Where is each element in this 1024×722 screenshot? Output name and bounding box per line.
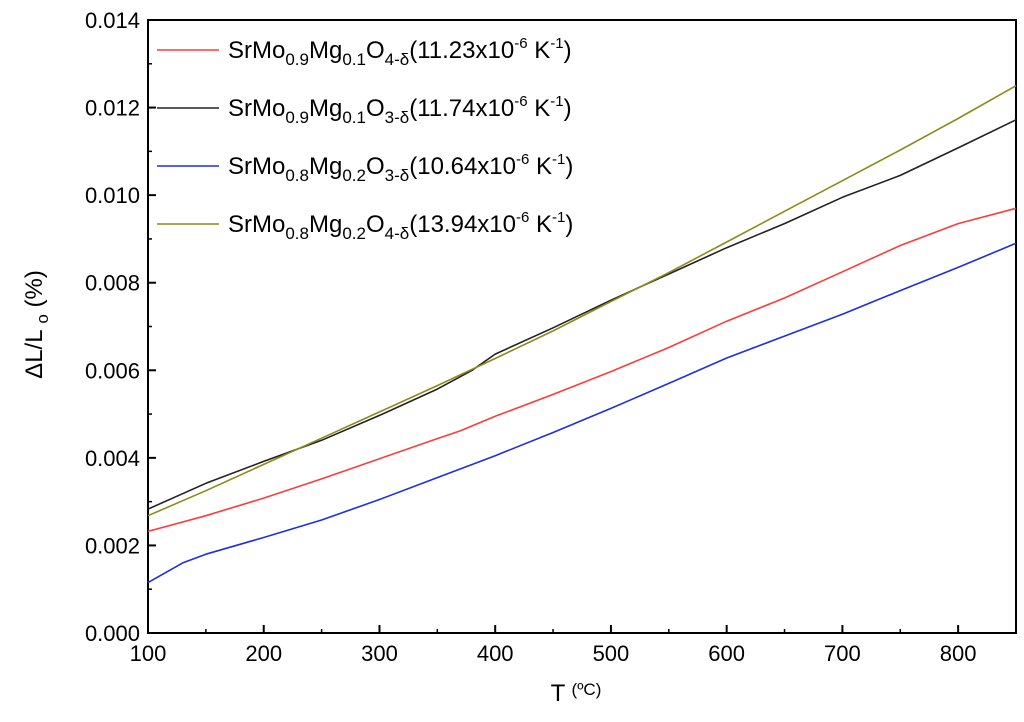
y-tick-label: 0.008 xyxy=(85,271,140,296)
legend-text-part: -1 xyxy=(552,151,565,168)
legend-text-part: ) xyxy=(564,95,572,122)
legend-text-part: 0.2 xyxy=(342,166,366,185)
legend-text-part: Mg xyxy=(309,211,342,238)
legend-text-part: 0.9 xyxy=(285,108,309,127)
legend-text-part: K xyxy=(529,153,552,180)
legend-text-part: ) xyxy=(565,211,573,238)
x-tick-label: 500 xyxy=(593,641,630,666)
y-tick-label: 0.000 xyxy=(85,621,140,646)
legend-text-part: SrMo xyxy=(228,95,285,122)
y-tick-label: 0.014 xyxy=(85,8,140,33)
legend-text-part: 0.1 xyxy=(342,50,366,69)
legend-text-part: 0.8 xyxy=(285,166,309,185)
x-tick-label: 300 xyxy=(361,641,398,666)
legend-text-part: ) xyxy=(565,153,573,180)
y-tick-label: 0.002 xyxy=(85,533,140,558)
legend-text-part: (10.64x10 xyxy=(409,153,516,180)
legend-entry-2: SrMo0.9Mg0.1O3-δ(11.74x10-6 K-1) xyxy=(228,93,572,127)
legend-text-part: Mg xyxy=(309,37,342,64)
legend-text-part: O xyxy=(366,37,385,64)
legend-text-part: 0.9 xyxy=(285,50,309,69)
legend-text-part: -6 xyxy=(516,209,529,226)
legend-text-part: 0.8 xyxy=(285,224,309,243)
series-line-3 xyxy=(147,242,1017,584)
legend-text-part: (11.23x10 xyxy=(409,37,514,64)
legend-text-part: K xyxy=(528,95,551,122)
legend-text-part: K xyxy=(528,37,551,64)
x-tick-label: 600 xyxy=(708,641,745,666)
legend-text-part: ) xyxy=(564,37,572,64)
x-tick-label: 800 xyxy=(940,641,977,666)
y-axis-subscript: o xyxy=(33,314,52,323)
legend-text-part: (13.94x10 xyxy=(409,211,516,238)
legend-text-part: 4-δ xyxy=(385,224,410,243)
legend-text-part: SrMo xyxy=(228,153,285,180)
legend-text-part: 0.2 xyxy=(342,224,366,243)
y-tick-label: 0.010 xyxy=(85,183,140,208)
legend-text-part: -1 xyxy=(550,93,563,110)
legend-text-part: SrMo xyxy=(228,211,285,238)
series-line-4 xyxy=(147,85,1017,517)
legend-text-part: 0.1 xyxy=(342,108,366,127)
legend-entry-4: SrMo0.8Mg0.2O4-δ(13.94x10-6 K-1) xyxy=(228,209,573,243)
legend-text-part: Mg xyxy=(309,95,342,122)
legend-text-part: Mg xyxy=(309,153,342,180)
x-tick-label: 400 xyxy=(477,641,514,666)
legend-text-part: -1 xyxy=(550,35,563,52)
y-axis-label: ΔL/L xyxy=(21,330,48,379)
y-tick-label: 0.006 xyxy=(85,358,140,383)
x-tick-label: 200 xyxy=(245,641,282,666)
legend-text-part: (11.74x10 xyxy=(409,95,514,122)
legend-text-part: K xyxy=(529,211,552,238)
x-axis-label: T xyxy=(551,680,566,707)
legend-text-part: 3-δ xyxy=(385,108,410,127)
ticks-layer: 100 200 300 400 500 600 700 800 0.000 0.002 0.004 0… xyxy=(85,8,977,666)
legend-text-part: -6 xyxy=(514,35,527,52)
legend-entry-3: SrMo0.8Mg0.2O3-δ(10.64x10-6 K-1) xyxy=(228,151,573,185)
x-tick-label: 700 xyxy=(824,641,861,666)
legend: SrMo0.9Mg0.1O4-δ(11.23x10-6 K-1)SrMo0.9M… xyxy=(157,35,573,243)
series-layer xyxy=(147,85,1017,584)
series-line-1 xyxy=(147,207,1017,533)
y-axis-title: ΔL/L o (%) xyxy=(21,270,54,379)
legend-text-part: -6 xyxy=(514,93,527,110)
legend-text-part: -1 xyxy=(552,209,565,226)
y-tick-label: 0.012 xyxy=(85,96,140,121)
legend-text-part: -6 xyxy=(516,151,529,168)
legend-text-part: O xyxy=(366,211,385,238)
y-axis-unit: (%) xyxy=(21,270,48,307)
y-tick-label: 0.004 xyxy=(85,446,140,471)
legend-text-part: 4-δ xyxy=(385,50,410,69)
legend-text-part: O xyxy=(366,95,385,122)
legend-text-part: 3-δ xyxy=(385,166,410,185)
x-tick-label: 100 xyxy=(130,641,167,666)
x-axis-title: T (ºC) xyxy=(551,680,602,707)
legend-entry-1: SrMo0.9Mg0.1O4-δ(11.23x10-6 K-1) xyxy=(228,35,572,69)
legend-text-part: O xyxy=(366,153,385,180)
x-axis-unit: (ºC) xyxy=(572,680,602,699)
legend-text-part: SrMo xyxy=(228,37,285,64)
